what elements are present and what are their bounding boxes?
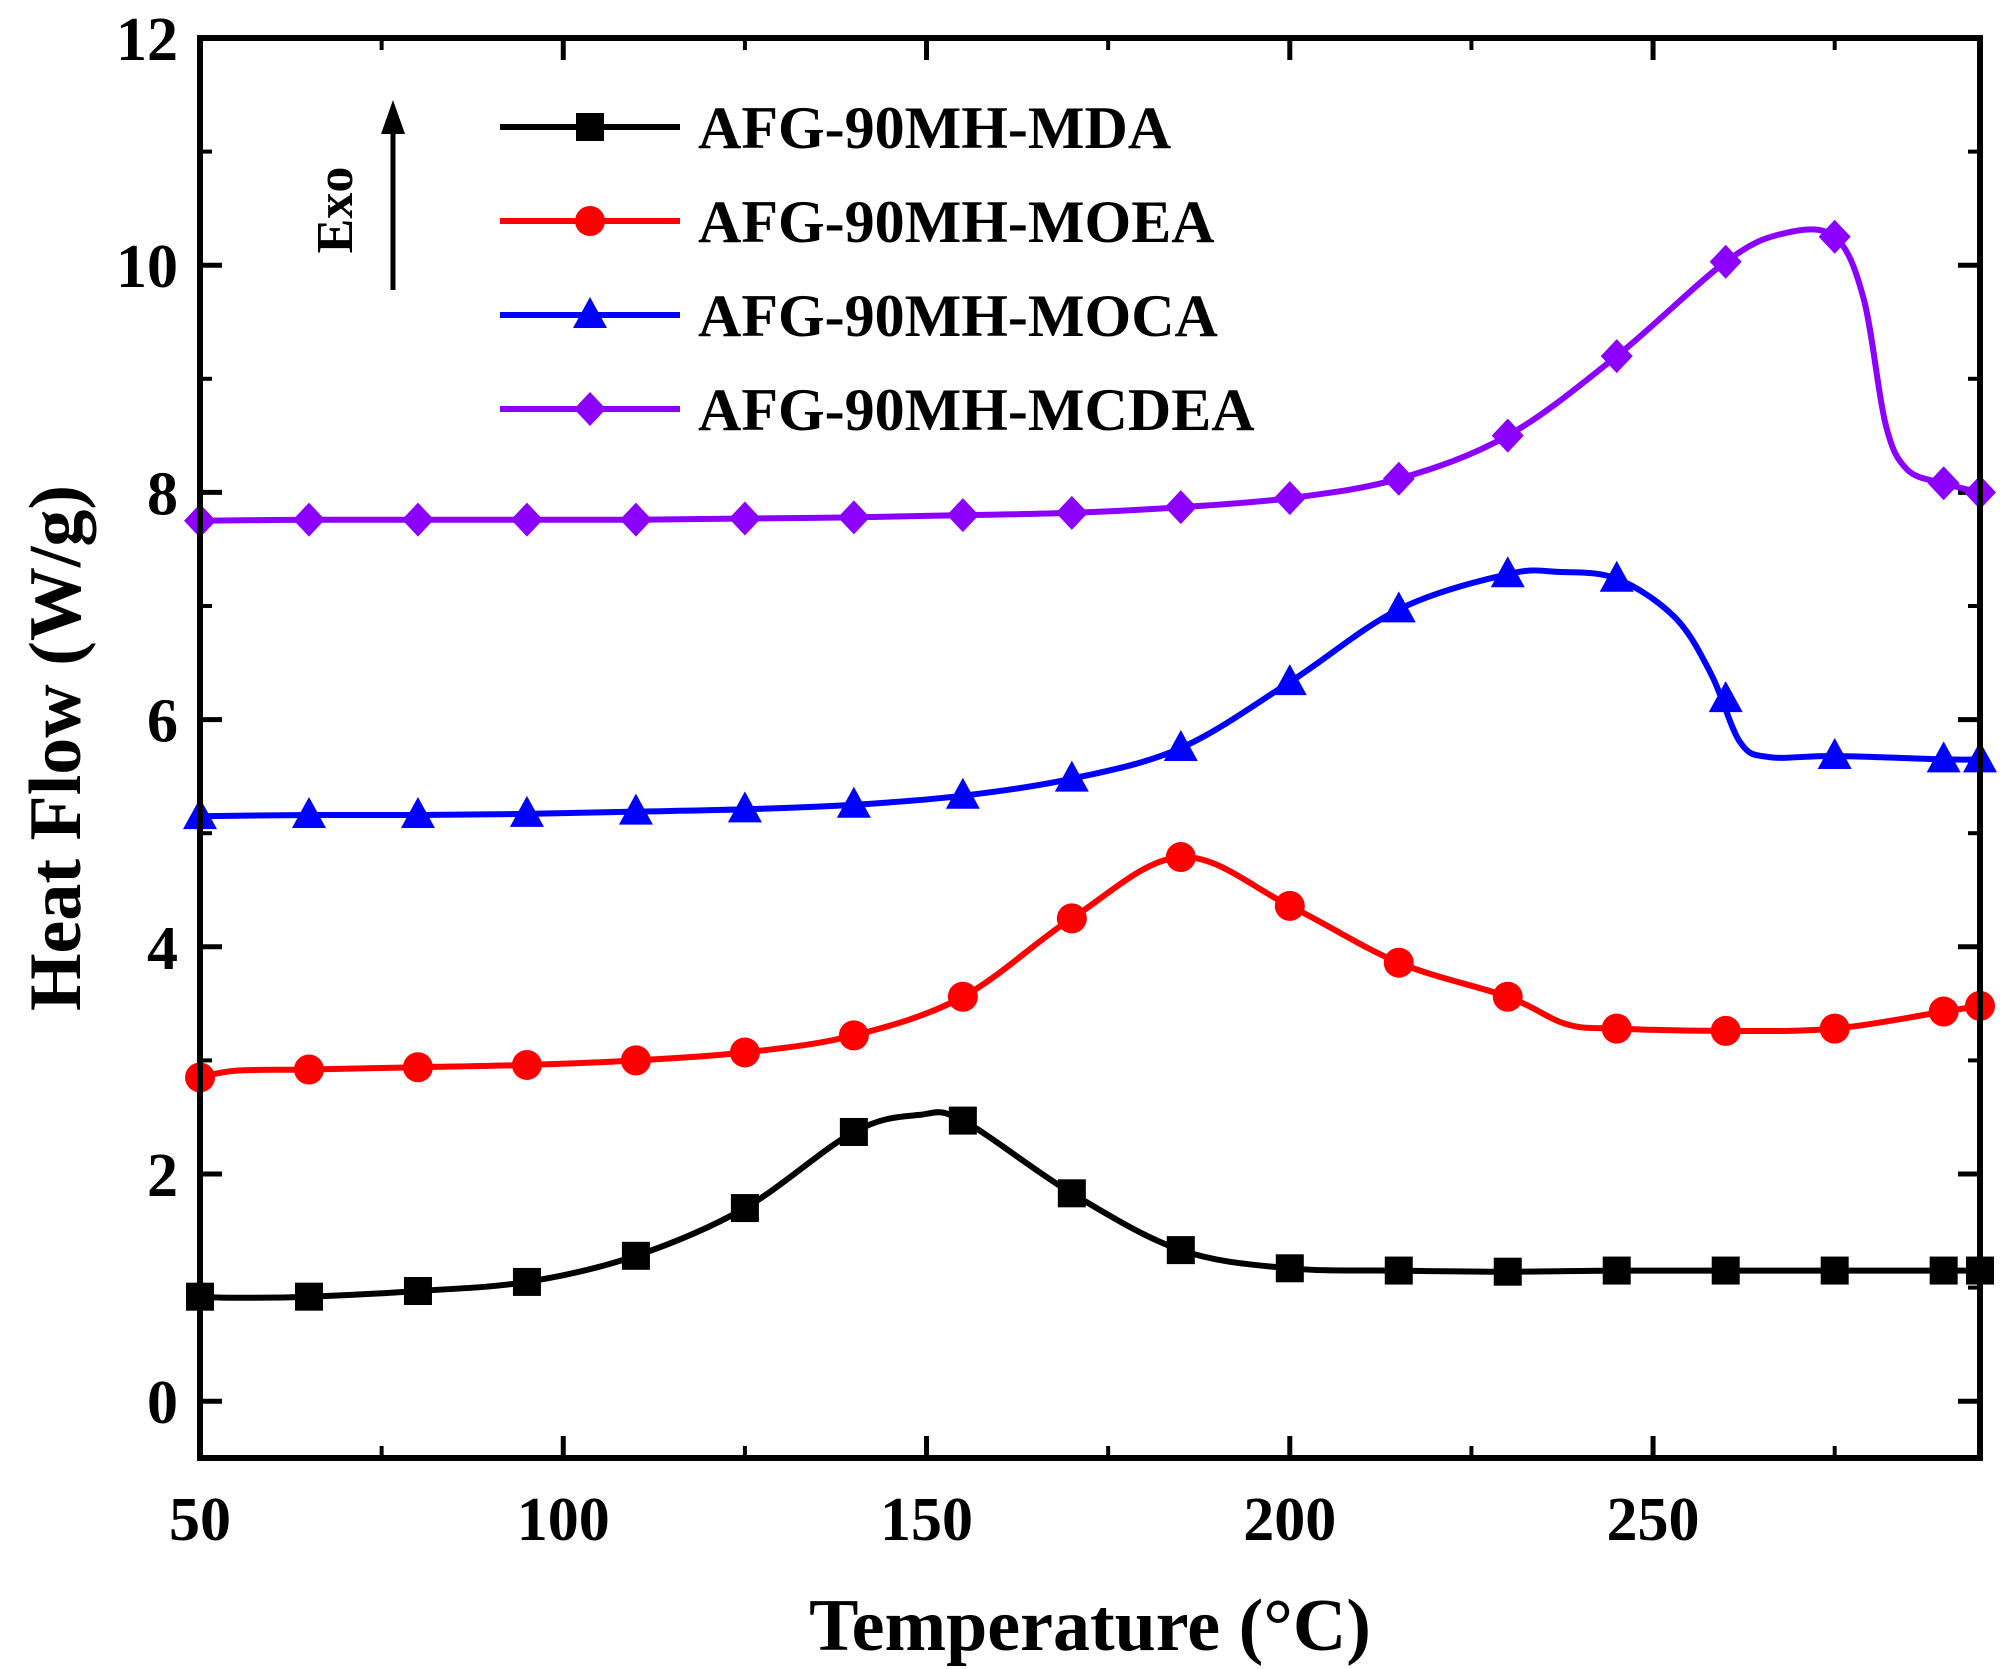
data-point-triangle bbox=[727, 791, 762, 823]
data-point-circle bbox=[1928, 996, 1959, 1027]
data-point-triangle bbox=[1054, 760, 1089, 792]
data-point-diamond bbox=[1055, 495, 1088, 530]
x-axis-title: Temperature (°C) bbox=[809, 1585, 1371, 1667]
x-tick-label: 100 bbox=[517, 1486, 610, 1554]
exo-label: Exo bbox=[307, 167, 364, 254]
data-point-triangle bbox=[618, 793, 653, 825]
data-point-diamond bbox=[292, 502, 325, 537]
data-point-circle bbox=[1819, 1013, 1850, 1044]
data-point-square bbox=[1602, 1256, 1631, 1285]
series-line-1 bbox=[200, 1109, 1980, 1301]
data-point-square bbox=[839, 1117, 868, 1146]
data-point-square bbox=[1711, 1256, 1740, 1285]
data-point-diamond bbox=[401, 502, 434, 537]
data-point-circle bbox=[511, 1049, 542, 1080]
data-point-circle bbox=[1165, 842, 1196, 873]
series-line-2 bbox=[200, 854, 1980, 1081]
data-point-diamond bbox=[1927, 466, 1960, 501]
series-line-4 bbox=[200, 226, 1980, 524]
data-point-square bbox=[1493, 1257, 1522, 1286]
data-point-circle bbox=[1274, 890, 1305, 921]
data-point-diamond bbox=[1818, 219, 1851, 254]
data-point-square bbox=[1929, 1256, 1958, 1285]
data-point-triangle bbox=[836, 786, 871, 818]
legend-entry-label: AFG-90MH-MDA bbox=[698, 95, 1171, 161]
data-point-square bbox=[403, 1277, 432, 1306]
data-point-square bbox=[621, 1241, 650, 1270]
data-point-circle bbox=[1383, 947, 1414, 978]
x-tick-label: 150 bbox=[880, 1486, 973, 1554]
data-point-triangle bbox=[1272, 664, 1307, 696]
data-point-diamond bbox=[1273, 481, 1306, 516]
legend-marker-square bbox=[576, 113, 604, 141]
legend-marker-circle bbox=[575, 206, 605, 236]
data-point-diamond bbox=[510, 502, 543, 537]
data-point-triangle bbox=[400, 797, 435, 829]
y-tick-label: 2 bbox=[147, 1142, 178, 1210]
data-point-square bbox=[948, 1106, 977, 1135]
data-point-circle bbox=[838, 1020, 869, 1051]
data-point-square bbox=[512, 1267, 541, 1296]
data-point-triangle bbox=[1817, 737, 1852, 769]
data-point-circle bbox=[1601, 1013, 1632, 1044]
data-point-square bbox=[294, 1282, 323, 1311]
data-point-circle bbox=[620, 1045, 651, 1076]
y-tick-label: 10 bbox=[116, 233, 178, 301]
legend-entry-label: AFG-90MH-MOCA bbox=[698, 283, 1218, 349]
data-point-circle bbox=[293, 1054, 324, 1085]
data-point-diamond bbox=[1164, 490, 1197, 525]
y-axis-title: Heat Flow (W/g) bbox=[15, 485, 97, 1011]
data-point-circle bbox=[1710, 1015, 1741, 1046]
y-tick-label: 4 bbox=[147, 915, 178, 983]
tick-labels: 50 100 150 200 250 0 2 4 6 8 10 12 bbox=[116, 6, 1700, 1554]
data-point-triangle bbox=[1708, 681, 1743, 713]
data-point-square bbox=[1275, 1254, 1304, 1283]
data-point-diamond bbox=[946, 498, 979, 533]
data-point-triangle bbox=[509, 795, 544, 827]
data-point-square bbox=[1384, 1256, 1413, 1285]
data-point-diamond bbox=[728, 501, 761, 536]
data-point-circle bbox=[402, 1052, 433, 1083]
plot-frame bbox=[197, 35, 1983, 1461]
y-tick-label: 0 bbox=[147, 1369, 178, 1437]
data-point-diamond bbox=[619, 502, 652, 537]
data-point-diamond bbox=[1382, 461, 1415, 496]
x-tick-label: 250 bbox=[1607, 1486, 1700, 1554]
data-point-square bbox=[1166, 1236, 1195, 1265]
y-tick-label: 8 bbox=[147, 460, 178, 528]
data-point-circle bbox=[1492, 981, 1523, 1012]
legend-entry-label: AFG-90MH-MOEA bbox=[698, 189, 1215, 255]
exo-annotation: Exo bbox=[307, 100, 405, 290]
data-point-square bbox=[730, 1194, 759, 1223]
data-point-triangle bbox=[1599, 560, 1634, 592]
data-point-circle bbox=[1056, 903, 1087, 934]
data-point-diamond bbox=[837, 500, 870, 535]
data-point-circle bbox=[729, 1037, 760, 1068]
data-point-diamond bbox=[1709, 244, 1742, 279]
data-point-circle bbox=[947, 981, 978, 1012]
series-line-3 bbox=[200, 567, 1980, 820]
x-tick-label: 200 bbox=[1243, 1486, 1336, 1554]
y-tick-label: 6 bbox=[147, 688, 178, 756]
legend-entry-label: AFG-90MH-MCDEA bbox=[698, 377, 1255, 443]
legend: AFG-90MH-MDA AFG-90MH-MOEA AFG-90MH-MOCA AF… bbox=[500, 95, 1255, 443]
data-point-diamond bbox=[1491, 418, 1524, 453]
data-point-triangle bbox=[1163, 730, 1198, 761]
data-point-triangle bbox=[1926, 741, 1961, 773]
data-point-triangle bbox=[1490, 556, 1525, 588]
y-tick-label: 12 bbox=[116, 6, 178, 74]
data-point-diamond bbox=[1600, 339, 1633, 374]
data-point-triangle bbox=[291, 797, 326, 829]
data-point-square bbox=[1820, 1256, 1849, 1285]
x-tick-label: 50 bbox=[169, 1486, 231, 1554]
data-point-triangle bbox=[1381, 591, 1416, 623]
legend-marker-diamond bbox=[574, 392, 606, 426]
data-point-square bbox=[1057, 1179, 1086, 1208]
legend-marker-triangle bbox=[573, 297, 607, 328]
exo-arrow-head-icon bbox=[381, 100, 405, 134]
data-point-triangle bbox=[945, 777, 980, 809]
